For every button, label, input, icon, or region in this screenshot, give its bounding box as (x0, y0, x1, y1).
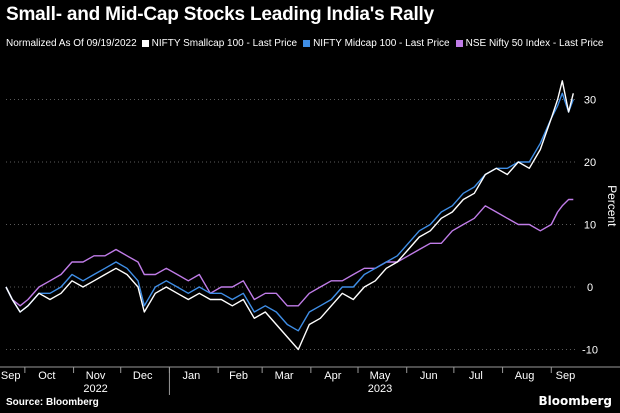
legend-item-smallcap: NIFTY Smallcap 100 - Last Price (141, 38, 298, 49)
chart-title: Small- and Mid-Cap Stocks Leading India'… (6, 4, 434, 25)
legend-swatch-nifty50 (455, 40, 463, 47)
legend-label-nifty50: NSE Nifty 50 Index - Last Price (465, 38, 604, 49)
x-year-label: 2023 (368, 383, 392, 395)
y-tick-label: 20 (584, 157, 596, 169)
normalization-note: Normalized As Of 09/19/2022 (6, 38, 137, 49)
legend-item-midcap: NIFTY Midcap 100 - Last Price (303, 38, 450, 49)
nifty50-line (5, 198, 574, 307)
x-tick-label: Oct (38, 370, 55, 382)
legend-item-nifty50: NSE Nifty 50 Index - Last Price (455, 38, 604, 49)
chart-legend: Normalized As Of 09/19/2022 NIFTY Smallc… (6, 38, 609, 49)
midcap-line (5, 92, 574, 332)
x-tick-label: Jul (469, 370, 483, 382)
legend-swatch-midcap (303, 40, 311, 47)
y-tick-label: 0 (587, 282, 593, 294)
y-axis-label: Percent (605, 185, 619, 227)
y-tick-label: 10 (584, 220, 596, 232)
x-tick-label: Feb (229, 370, 248, 382)
x-tick-label: Sep (556, 370, 576, 382)
x-tick-label: Jun (420, 370, 438, 382)
x-tick-label: Sep (1, 370, 21, 382)
x-tick-label: Jan (183, 370, 201, 382)
x-year-label: 2022 (83, 383, 107, 395)
x-tick-label: May (370, 370, 391, 382)
x-tick-label: Dec (133, 370, 153, 382)
smallcap-line (5, 80, 574, 351)
x-tick-label: Mar (275, 370, 294, 382)
x-tick-label: Apr (324, 370, 341, 382)
y-tick-label: 30 (584, 95, 596, 107)
legend-label-smallcap: NIFTY Smallcap 100 - Last Price (151, 38, 298, 49)
legend-label-midcap: NIFTY Midcap 100 - Last Price (313, 38, 450, 49)
y-tick-label: -10 (582, 345, 598, 357)
x-tick-label: Nov (86, 370, 106, 382)
bloomberg-logo: Bloomberg (538, 394, 613, 408)
source-note: Source: Bloomberg (6, 397, 99, 408)
x-tick-label: Aug (515, 370, 535, 382)
legend-swatch-smallcap (141, 40, 149, 47)
